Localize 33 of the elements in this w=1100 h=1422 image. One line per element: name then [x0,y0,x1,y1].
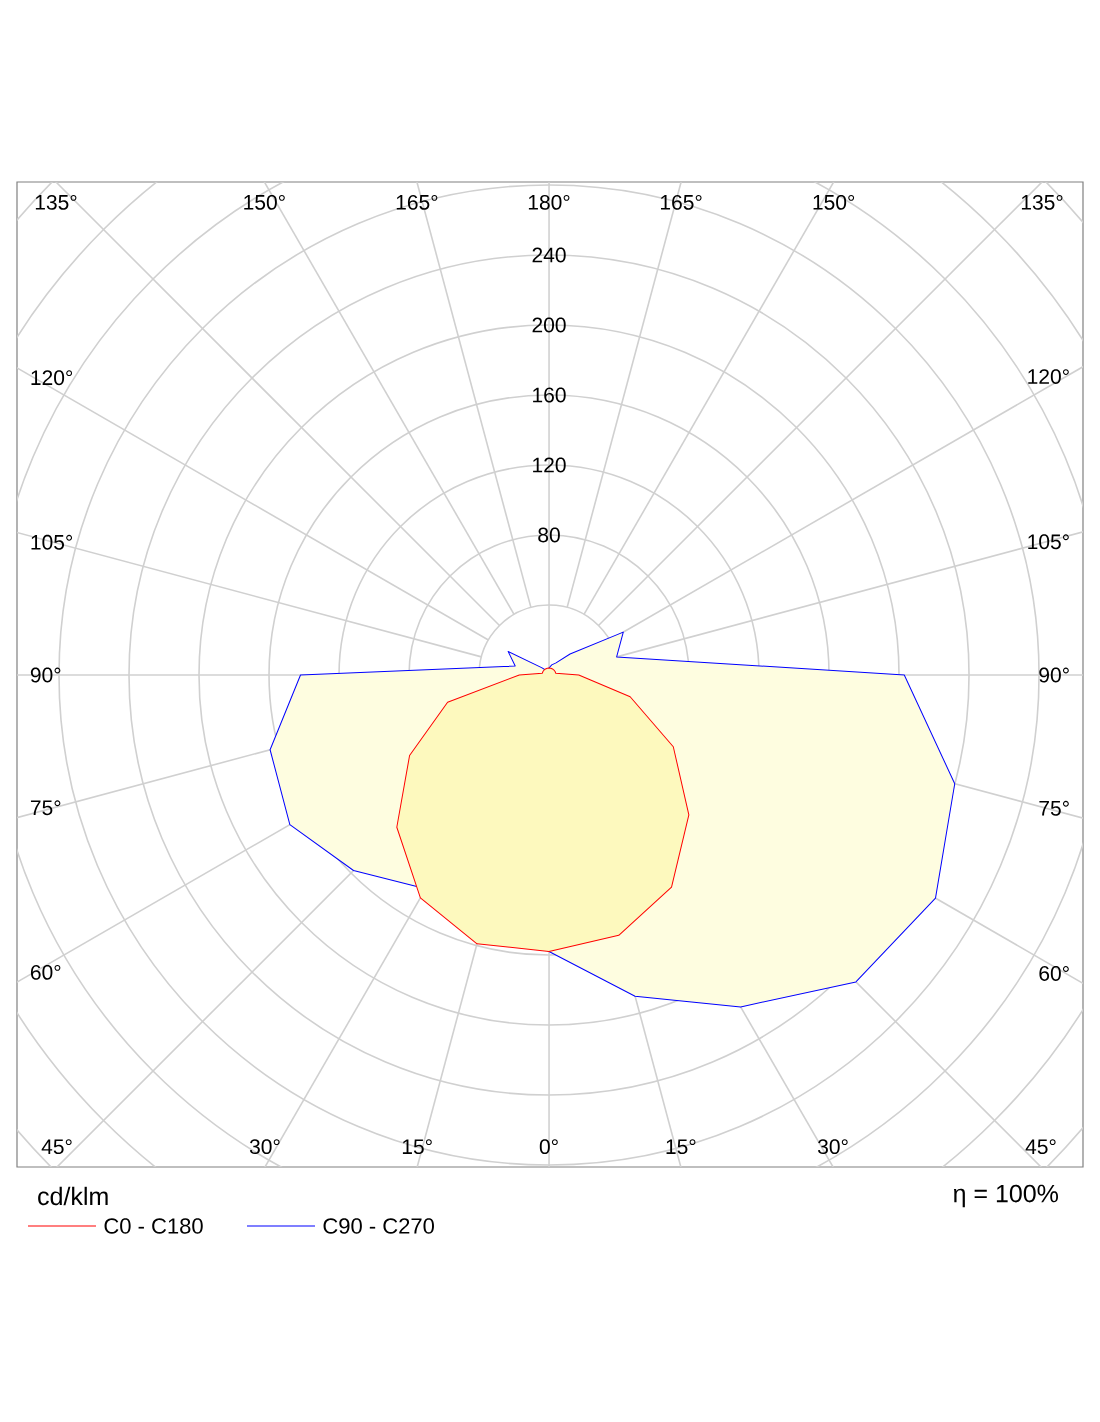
y-tick-label: 200 [532,317,566,333]
legend-label: C0 - C180 [104,1218,203,1234]
spoke-label: 30° [249,1139,280,1155]
spoke-label: 90° [1039,667,1069,683]
spoke-label: 135° [35,194,77,210]
y-tick-label: 240 [532,247,566,263]
spoke-label: 120° [31,370,73,386]
spoke-label: 105° [1028,534,1069,550]
spoke-label: 30° [817,1139,848,1155]
y-tick-label: 120 [533,457,566,473]
legend-label: C90 - C270 [323,1218,434,1234]
spoke-label: 120° [1028,369,1069,384]
spoke-label: 45° [1025,1139,1056,1155]
spoke-label: 165° [661,194,702,210]
spoke-label: 45° [41,1139,72,1155]
spoke-label: 0° [539,1139,558,1155]
spoke-label: 15° [666,1139,696,1155]
spoke-label: 165° [396,194,438,210]
spoke-label: 180° [528,194,570,210]
text: η = 100% [953,1184,1059,1208]
spoke-label: 60° [30,964,61,980]
spoke-label: 15° [402,1139,432,1155]
y-tick-label: 160 [533,387,566,403]
spoke-label: 135° [1021,194,1063,210]
spoke-label: 60° [1039,966,1069,981]
spoke-label: 75° [30,800,61,816]
spoke-label: 150° [813,194,855,210]
text: cd/klm [38,1186,108,1206]
y-tick-label: 80 [538,527,560,543]
spoke-label: 105° [31,534,73,550]
spoke-label: 75° [1039,800,1069,816]
spoke-label: 90° [30,667,61,683]
spoke-label: 150° [244,194,285,210]
